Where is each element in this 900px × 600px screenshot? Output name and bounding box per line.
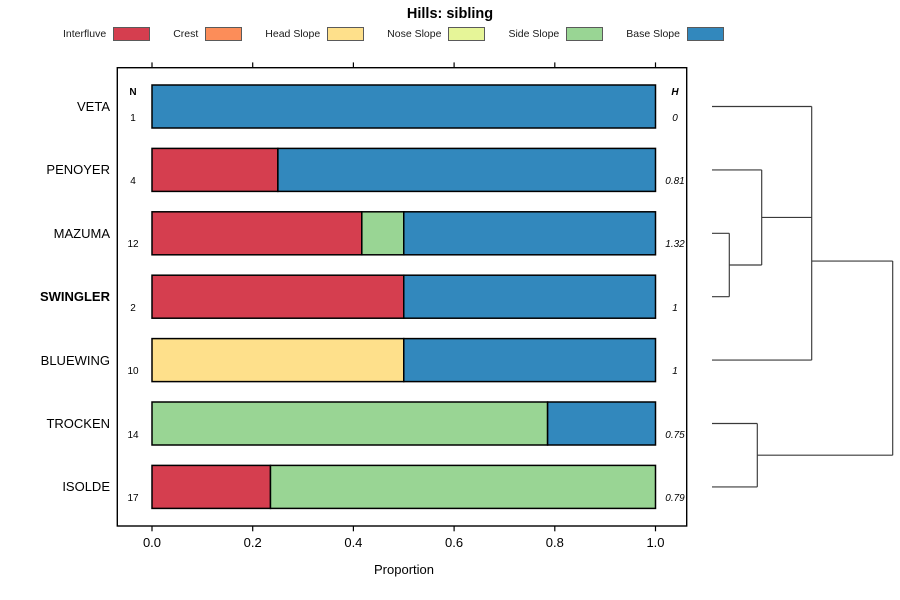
x-tick-label: 1.0 <box>646 535 665 550</box>
bar-segment-base-slope <box>403 211 657 256</box>
bar-segment-head-slope <box>151 337 405 383</box>
legend-item: Crest <box>173 27 243 41</box>
h-value: 0.81 <box>665 175 685 187</box>
bar-segment-base-slope <box>403 337 657 383</box>
legend-item: Base Slope <box>626 27 724 41</box>
n-column-header: N <box>129 87 137 98</box>
h-value: 1 <box>672 366 678 378</box>
h-value: 0 <box>672 112 678 124</box>
row-label: MAZUMA <box>53 225 110 241</box>
row-label: PENOYER <box>46 162 110 178</box>
legend-swatch <box>113 27 151 41</box>
legend-swatch <box>566 27 604 41</box>
x-tick-label: 0.0 <box>142 535 162 550</box>
n-count: 2 <box>130 302 136 314</box>
legend-label: Head Slope <box>265 28 321 40</box>
legend-swatch <box>327 27 365 41</box>
n-count: 17 <box>127 492 139 504</box>
legend-item: Side Slope <box>508 27 604 41</box>
h-value: 1.32 <box>665 239 685 251</box>
bar-segment-base-slope <box>546 401 657 446</box>
bar-segment-side-slope <box>151 401 549 446</box>
legend-label: Crest <box>173 28 199 40</box>
x-axis-title: Proportion <box>374 562 434 577</box>
x-tick-label: 0.8 <box>545 535 564 550</box>
n-count: 14 <box>127 429 139 441</box>
n-count: 10 <box>127 366 139 378</box>
legend-label: Side Slope <box>508 28 560 40</box>
row-label: ISOLDE <box>62 479 110 495</box>
bar-segment-side-slope <box>269 464 657 510</box>
legend-label: Nose Slope <box>387 28 442 40</box>
h-value: 0.75 <box>665 429 685 441</box>
legend-swatch <box>448 27 486 41</box>
h-value: 1 <box>672 302 678 314</box>
chart-title: Hills: sibling <box>406 6 494 22</box>
bar-segment-base-slope <box>277 147 657 193</box>
plot-frame <box>116 66 688 527</box>
legend: Interfluve Crest Head Slope Nose Slope Side … <box>63 27 724 41</box>
row-label: VETA <box>77 99 110 114</box>
n-count: 1 <box>130 112 136 124</box>
legend-swatch <box>205 27 243 41</box>
x-tick-label: 0.2 <box>243 535 262 550</box>
bar-segment-base-slope <box>403 274 657 319</box>
row-label: BLUEWING <box>40 352 110 368</box>
x-tick-label: 0.6 <box>445 535 464 550</box>
h-column-header: H <box>671 87 679 98</box>
bar-segment-interfluve <box>151 211 363 256</box>
legend-swatch <box>686 27 724 41</box>
legend-item: Interfluve <box>63 27 151 41</box>
row-label: TROCKEN <box>46 416 110 431</box>
n-count: 4 <box>130 175 136 187</box>
bar-segment-interfluve <box>151 464 272 510</box>
legend-label: Interfluve <box>63 28 107 40</box>
bar-segment-interfluve <box>151 147 279 193</box>
row-label: SWINGLER <box>39 289 110 305</box>
x-tick-label: 0.4 <box>344 535 363 550</box>
legend-label: Base Slope <box>626 28 680 40</box>
n-count: 12 <box>127 239 139 251</box>
legend-item: Head Slope <box>265 27 365 41</box>
bar-segment-base-slope <box>151 84 657 129</box>
legend-item: Nose Slope <box>387 27 486 41</box>
h-value: 0.79 <box>665 492 685 504</box>
